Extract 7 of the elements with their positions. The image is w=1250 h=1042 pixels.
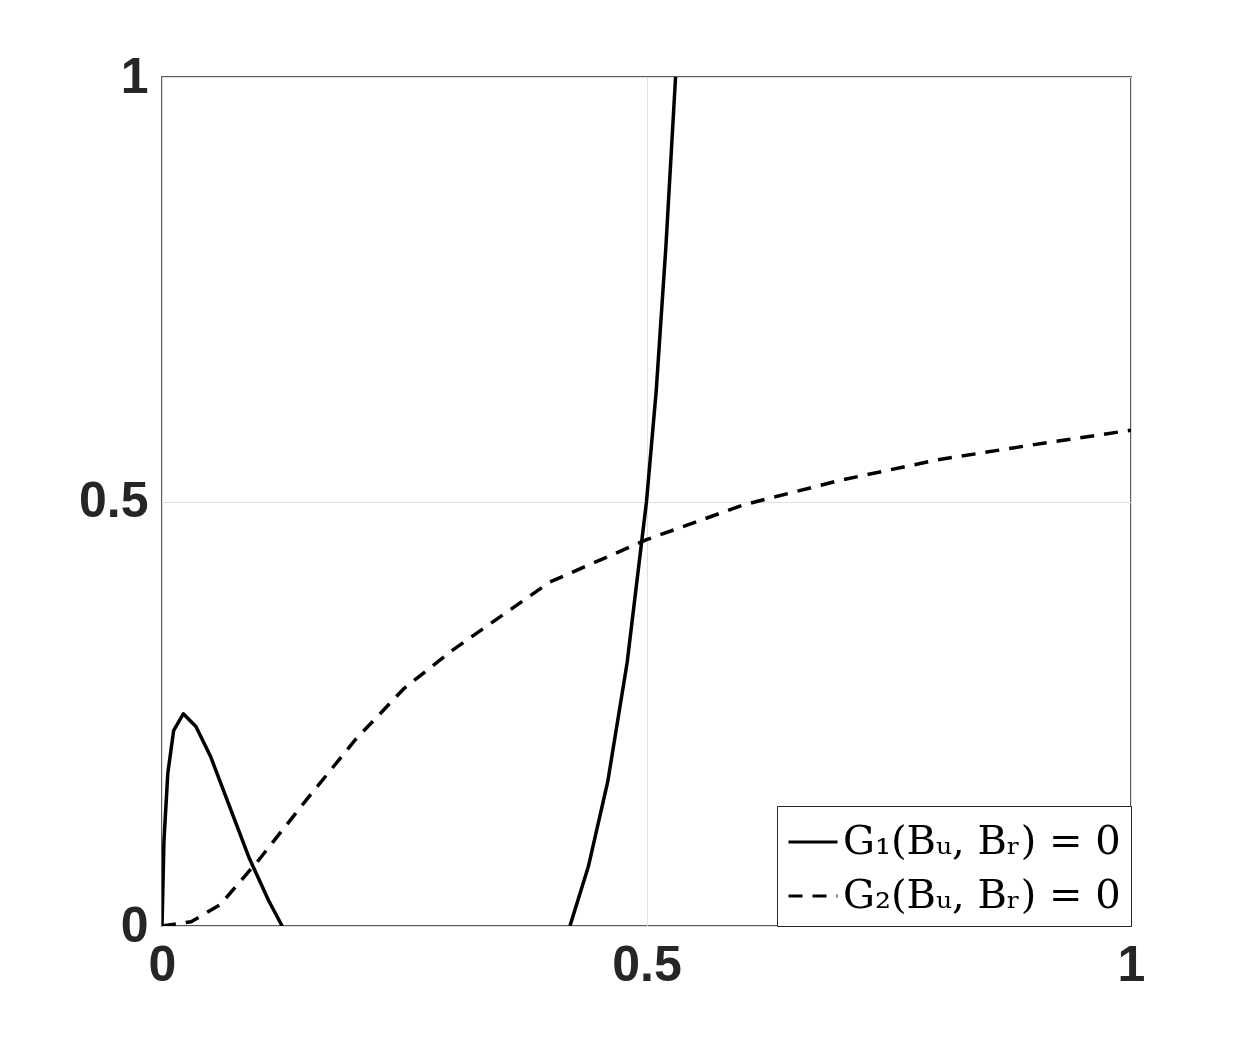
x-tick-label: 1	[1117, 935, 1146, 992]
y-tick-label: 0.5	[78, 472, 149, 528]
legend-label: G₁(Bᵤ, Bᵣ) = 0	[843, 817, 1121, 863]
x-tick-label: 0.5	[612, 935, 682, 992]
legend-label: G₂(Bᵤ, Bᵣ) = 0	[843, 871, 1121, 917]
y-tick-label: 0	[120, 896, 149, 953]
y-tick-label: 1	[120, 47, 149, 104]
